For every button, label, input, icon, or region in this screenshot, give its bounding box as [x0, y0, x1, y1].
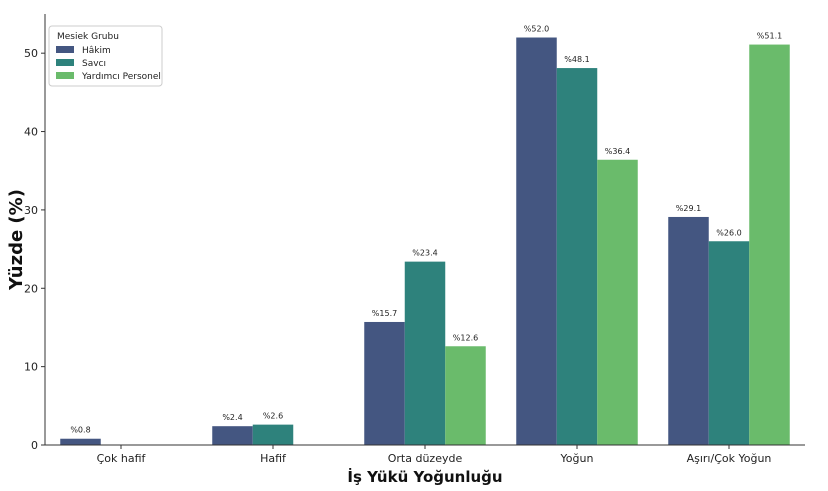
x-tick-label: Yoğun [560, 452, 594, 465]
x-tick-label: Çok hafif [97, 452, 147, 465]
bar-value-label: %2.6 [263, 412, 283, 421]
bar-value-label: %23.4 [412, 249, 437, 258]
legend-title: Mesiek Grubu [57, 32, 119, 42]
legend-entry: Savcı [82, 59, 106, 69]
bar [597, 159, 638, 446]
bar-value-label: %15.7 [372, 309, 397, 318]
bar-value-label: %29.1 [676, 204, 701, 213]
y-tick-label: 20 [24, 282, 38, 295]
bar-value-label: %2.4 [222, 413, 242, 422]
y-tick-label: 50 [24, 47, 38, 60]
bar [668, 216, 709, 445]
y-tick-label: 10 [24, 361, 38, 374]
legend-entry: Hâkim [82, 46, 111, 56]
legend-entry: Yardımcı Personel [81, 72, 161, 82]
bar [364, 321, 405, 445]
legend: Mesiek Grubu Hâkim Savcı Yardımcı Personel [48, 25, 163, 87]
legend-swatch [56, 59, 74, 66]
bar-value-label: %36.4 [605, 147, 630, 156]
x-axis-title: İş Yükü Yoğunluğu [347, 467, 502, 486]
bar [749, 44, 790, 445]
bar-labels: %0.8 %2.4 %2.6 %15.7 %23.4 %12.6 %52.0 %48.1 %36… [70, 25, 782, 435]
x-tick-label: Aşırı/Çok Yoğun [687, 452, 772, 465]
y-tick-label: 30 [24, 204, 38, 217]
bar [516, 37, 557, 445]
bar [212, 426, 253, 445]
bar-value-label: %51.1 [757, 32, 782, 41]
legend-swatch [56, 72, 74, 79]
bar [252, 424, 294, 445]
bar-value-label: %52.0 [524, 25, 549, 34]
bar [404, 261, 446, 445]
legend-frame [48, 25, 163, 87]
bar [60, 438, 101, 445]
bar [708, 241, 750, 445]
y-tick-label: 0 [31, 439, 38, 452]
bar-value-label: %0.8 [70, 426, 90, 435]
bar-value-label: %12.6 [453, 333, 478, 342]
bars [60, 37, 790, 446]
y-axis-title: Yüzde (%) [6, 189, 27, 291]
bar-value-label: %48.1 [564, 55, 589, 64]
bar [556, 68, 598, 445]
legend-swatch [56, 46, 74, 53]
x-tick-label: Hafif [260, 452, 287, 465]
bar-value-label: %26.0 [716, 228, 741, 237]
y-tick-label: 40 [24, 126, 38, 139]
x-tick-label: Orta düzeyde [388, 452, 463, 465]
bar [445, 346, 486, 445]
axes: 0 10 20 30 40 50 Çok hafif Hafif Orta düzeyde Yoğ… [24, 14, 805, 465]
